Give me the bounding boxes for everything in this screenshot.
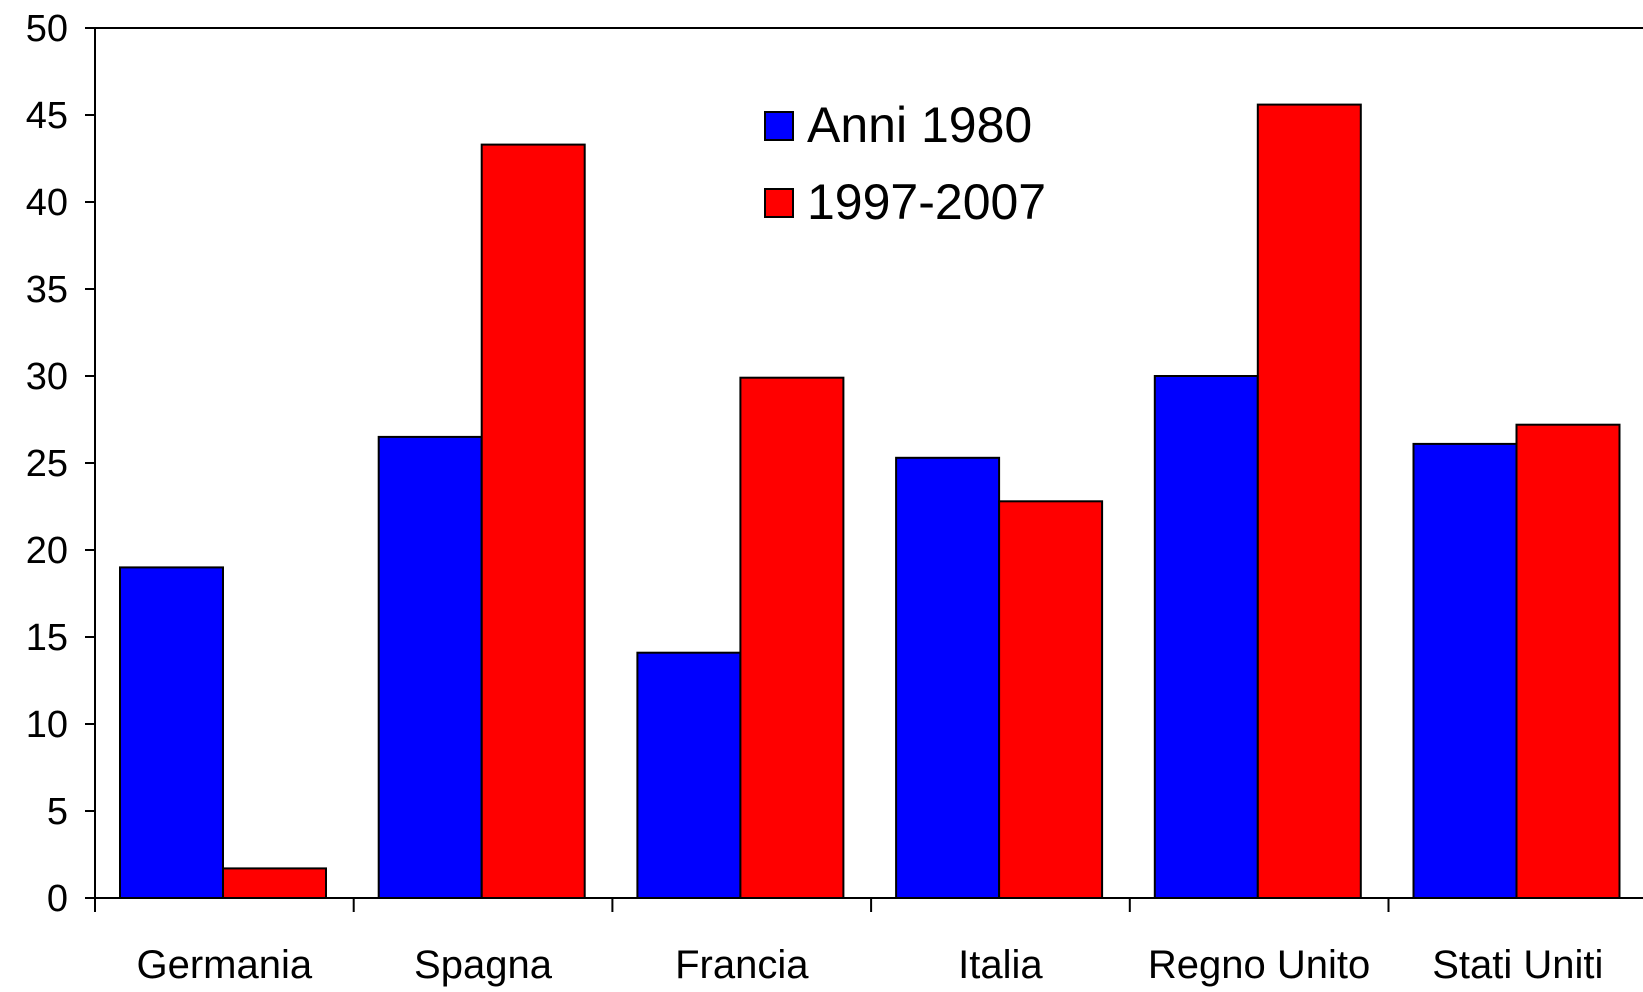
y-tick-label: 5 <box>47 791 68 833</box>
bar-stati-uniti-series-1 <box>1412 442 1518 899</box>
y-tick-label: 25 <box>26 443 68 485</box>
bar-italia-series-1 <box>895 456 1001 899</box>
x-category-label: Francia <box>675 943 809 987</box>
y-tick-label: 20 <box>26 530 68 572</box>
y-tick-label: 40 <box>26 182 68 224</box>
bar-germania-series-2 <box>222 867 327 900</box>
bar-regno-unito-series-1 <box>1153 375 1259 899</box>
x-category-label: Spagna <box>414 943 553 987</box>
legend-label-series-2: 1997-2007 <box>807 174 1046 230</box>
x-category-label: Stati Uniti <box>1432 943 1603 987</box>
y-tick-label: 30 <box>26 356 68 398</box>
bar-spagna-series-1 <box>377 435 483 899</box>
bar-italia-series-2 <box>998 500 1104 899</box>
bars <box>119 103 1621 900</box>
y-tick-label: 15 <box>26 617 68 659</box>
bar-germania-series-1 <box>119 566 224 900</box>
bar-francia-series-2 <box>739 376 845 899</box>
bar-regno-unito-series-2 <box>1256 103 1362 900</box>
bar-stati-uniti-series-2 <box>1515 423 1621 899</box>
y-tick-label: 10 <box>26 704 68 746</box>
legend-swatch-series-1 <box>764 111 794 141</box>
bar-francia-series-1 <box>636 651 742 900</box>
y-tick-label: 35 <box>26 269 68 311</box>
y-tick-label: 0 <box>47 878 68 920</box>
bar-spagna-series-2 <box>480 143 586 900</box>
legend-label-series-1: Anni 1980 <box>807 97 1032 153</box>
y-tick-label: 50 <box>26 8 68 50</box>
legend: Anni 1980 1997-2007 <box>764 97 1046 230</box>
y-tick-label: 45 <box>26 95 68 137</box>
x-category-label: Italia <box>958 943 1043 987</box>
legend-swatch-series-2 <box>764 188 794 218</box>
axes <box>85 27 1643 912</box>
x-category-label: Regno Unito <box>1148 943 1370 987</box>
axis-labels: 0 5 10 15 20 25 30 35 40 45 50 Germania Spagna Franci… <box>26 8 1604 987</box>
x-category-label: Germania <box>136 943 312 987</box>
